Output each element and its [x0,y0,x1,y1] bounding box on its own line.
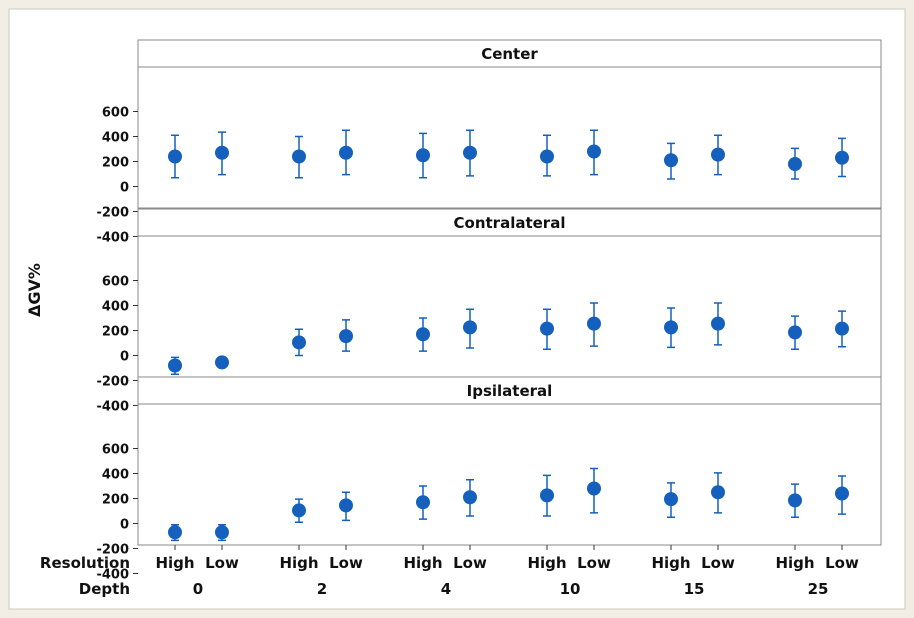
mean-point [463,320,477,335]
panel-title: Contralateral [454,214,566,232]
mean-point [835,150,849,165]
mean-point [292,149,306,164]
resolution-label: High [527,554,566,572]
mean-point [215,525,229,540]
panel-frame [137,208,882,378]
y-tick-label: 400 [102,468,129,483]
y-tick-label: 200 [102,325,129,340]
depth-label: 15 [684,580,705,598]
resolution-label: Low [205,554,239,572]
depth-label: 0 [193,580,203,598]
y-tick-label: -200 [96,375,129,390]
mean-point [664,492,678,507]
mean-point [835,321,849,336]
y-tick-label: -400 [96,400,129,415]
y-tick-label: -400 [96,231,129,246]
y-tick-label: 600 [102,275,129,290]
resolution-label: Low [701,554,735,572]
y-tick-label: -200 [96,543,129,558]
y-tick-label: 0 [120,181,129,196]
mean-point [587,481,601,496]
panel-frame [137,376,882,546]
mean-point [168,525,182,540]
mean-point [711,485,725,500]
y-tick-label: 600 [102,106,129,121]
resolution-label: High [403,554,442,572]
y-axis-label: ΔGV% [25,263,44,317]
mean-point [540,149,554,164]
resolution-label: Low [825,554,859,572]
mean-point [788,493,802,508]
x-labels-group: High Low High Low High Low High Low High Low High L… [155,545,859,598]
depth-label: 25 [808,580,829,598]
mean-point [416,495,430,510]
mean-point [416,327,430,342]
mean-point [835,486,849,501]
mean-point [463,145,477,160]
panel-title: Ipsilateral [467,382,553,400]
y-tick-label: 0 [120,518,129,533]
mean-point [788,157,802,171]
panel-strip [137,39,882,68]
y-tick-label: 400 [102,131,129,146]
mean-point [215,145,229,160]
depth-label: 2 [317,580,327,598]
depth-label: 10 [560,580,581,598]
depth-label: 4 [441,580,451,598]
resolution-label: High [651,554,690,572]
mean-point [664,320,678,335]
resolution-label: High [155,554,194,572]
panel-strip [137,376,882,405]
mean-point [215,355,229,370]
mean-point [168,358,182,373]
y-tick-label: 200 [102,493,129,508]
mean-point [339,498,353,513]
mean-point [540,321,554,336]
mean-point [540,488,554,503]
mean-point [711,316,725,331]
resolution-label: High [279,554,318,572]
resolution-label: High [775,554,814,572]
panel-frame [137,39,882,209]
resolution-label: Low [453,554,487,572]
panel-center: Center 600 400 200 0 -200 -400 [96,39,882,246]
resolution-label: Low [329,554,363,572]
y-tick-label: 0 [120,350,129,365]
panel-ipsilateral: Ipsilateral 600 400 200 0 -200 -400 [96,376,882,583]
y-tick-label: 400 [102,300,129,315]
mean-point [711,147,725,162]
y-tick-label: 600 [102,443,129,458]
panel-title: Center [481,45,538,63]
resolution-label: Low [577,554,611,572]
mean-point [339,329,353,344]
y-tick-label: 200 [102,156,129,171]
mean-point [292,503,306,518]
mean-point [292,335,306,350]
panel-strip [137,208,882,237]
resolution-row-label: Resolution [40,554,130,572]
panels-group: Center 600 400 200 0 -200 -400 Contralateral 600… [96,39,882,583]
mean-point [339,145,353,160]
mean-point [168,149,182,164]
mean-point [587,316,601,331]
panel-contralateral: Contralateral 600 400 200 0 -200 -400 [96,208,882,415]
mean-point [416,148,430,163]
mean-point [788,325,802,340]
mean-point [463,490,477,505]
mean-point [664,153,678,168]
y-tick-label: -400 [96,568,129,583]
y-tick-label: -200 [96,206,129,221]
depth-row-label: Depth [79,580,130,598]
mean-point [587,144,601,159]
